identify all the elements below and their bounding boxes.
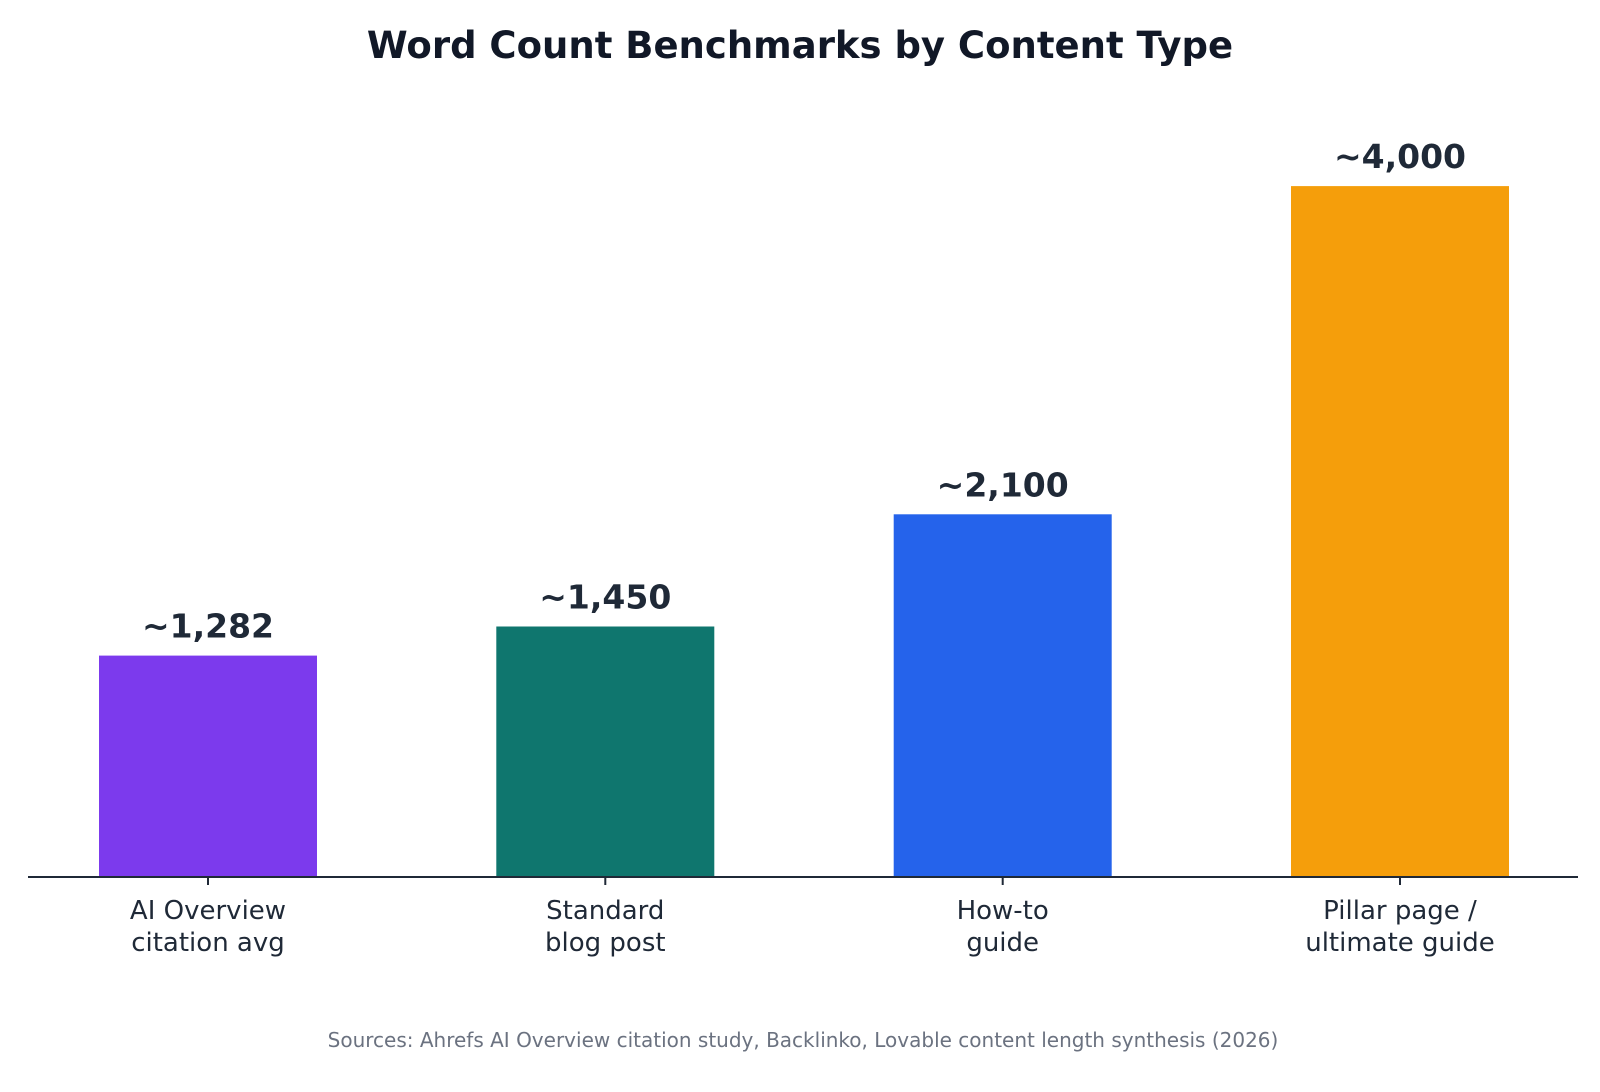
x-tick-label-2-line-2: blog post	[545, 928, 666, 958]
bar-4	[1291, 186, 1509, 878]
x-tick-label-4: Pillar page / ultimate guide	[1305, 896, 1495, 958]
bar-value-label-3: ~2,100	[937, 465, 1069, 504]
x-tick-label-4-line-2: ultimate guide	[1305, 928, 1495, 958]
bar-3	[893, 514, 1112, 877]
bar-1	[99, 655, 317, 877]
chart-title: Word Count Benchmarks by Content Type	[367, 24, 1233, 67]
source-note: Sources: Ahrefs AI Overview citation stu…	[328, 1028, 1279, 1052]
value-labels-group: ~1,282 ~1,450 ~2,100 ~4,000	[142, 137, 1466, 645]
x-axis-ticks	[207, 877, 1401, 885]
bar-value-label-1: ~1,282	[142, 607, 274, 646]
x-tick-label-3-line-1: How-to	[957, 896, 1049, 926]
x-axis-tick-labels: AI Overview citation avg Standard blog post…	[130, 896, 1495, 958]
x-tick-label-4-line-1: Pillar page /	[1323, 896, 1477, 926]
bars-group	[99, 186, 1509, 878]
x-tick-label-2-line-1: Standard	[546, 896, 664, 926]
bar-value-label-4: ~4,000	[1334, 137, 1466, 176]
x-tick-label-1-line-2: citation avg	[131, 928, 285, 958]
x-tick-label-1: AI Overview citation avg	[130, 896, 286, 958]
x-tick-label-2: Standard blog post	[545, 896, 666, 958]
x-tick-label-3: How-to guide	[957, 896, 1049, 958]
bar-2	[496, 626, 715, 877]
x-tick-label-1-line-1: AI Overview	[130, 896, 286, 926]
bar-value-label-2: ~1,450	[539, 578, 671, 617]
x-tick-label-3-line-2: guide	[966, 928, 1039, 958]
